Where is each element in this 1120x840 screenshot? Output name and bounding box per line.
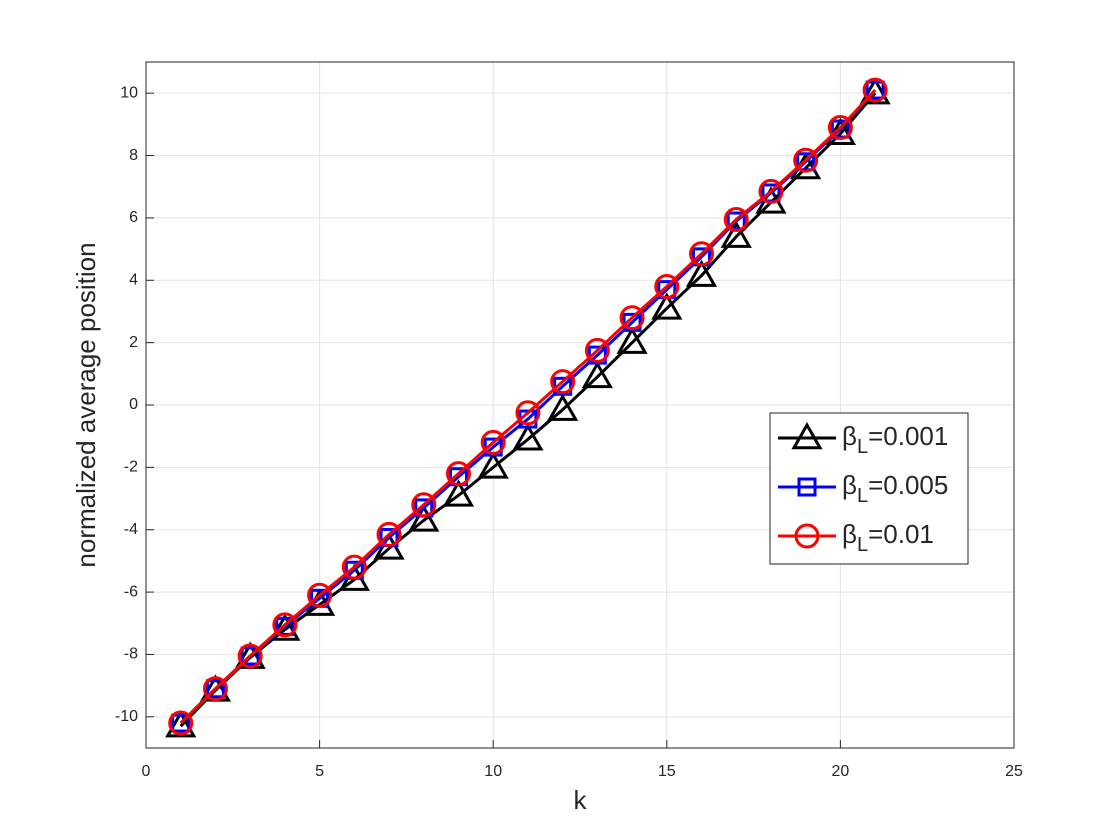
marker — [512, 423, 544, 451]
marker — [723, 206, 749, 232]
marker — [550, 369, 576, 395]
legend-label: βL=0.001 — [842, 421, 948, 458]
y-tick-label: 10 — [120, 84, 138, 101]
marker — [794, 523, 820, 549]
marker — [616, 326, 648, 354]
marker — [689, 241, 715, 267]
marker — [720, 220, 752, 248]
y-tick-label: -2 — [124, 459, 138, 476]
marker — [865, 80, 885, 100]
marker — [480, 429, 506, 455]
y-tick-label: -8 — [124, 646, 138, 663]
marker — [445, 461, 471, 487]
marker — [622, 312, 642, 332]
y-tick-label: 2 — [129, 334, 138, 351]
marker — [584, 337, 610, 363]
marker — [307, 582, 333, 608]
plot-frame — [145, 61, 1015, 749]
y-tick-label: -6 — [124, 583, 138, 600]
marker — [240, 646, 260, 666]
x-tick-label: 15 — [658, 763, 676, 780]
marker — [587, 345, 607, 365]
marker — [619, 305, 645, 331]
marker — [411, 492, 437, 518]
marker — [408, 504, 440, 532]
series-line — [179, 89, 877, 725]
marker — [442, 479, 475, 507]
x-tick-label: 5 — [315, 763, 324, 780]
x-axis-label: k — [574, 785, 588, 815]
marker — [758, 178, 784, 204]
x-tick-label: 10 — [484, 763, 502, 780]
marker — [515, 400, 541, 426]
marker — [272, 612, 298, 638]
marker — [483, 437, 503, 457]
marker — [477, 451, 509, 479]
marker — [651, 292, 683, 320]
marker — [341, 554, 367, 580]
marker — [827, 114, 853, 140]
x-tick-label: 25 — [1005, 763, 1023, 780]
marker — [793, 147, 819, 173]
x-tick-label: 0 — [142, 763, 151, 780]
marker — [797, 477, 817, 497]
y-tick-label: 8 — [129, 147, 138, 164]
y-axis-label: normalized average position — [71, 242, 101, 567]
marker — [581, 360, 613, 389]
marker — [553, 376, 573, 396]
y-tick-label: 4 — [129, 271, 138, 288]
marker — [862, 77, 888, 103]
y-tick-label: 0 — [129, 396, 138, 413]
y-tick-label: 6 — [129, 209, 138, 226]
legend-label: βL=0.01 — [842, 519, 934, 556]
y-tick-label: -4 — [124, 521, 138, 538]
marker — [205, 679, 225, 699]
legend: βL=0.001 βL=0.005 βL=0.01 — [769, 412, 969, 565]
y-tick-label: -10 — [115, 708, 138, 725]
marker — [171, 713, 191, 733]
legend-label: βL=0.005 — [842, 470, 948, 507]
marker — [237, 643, 263, 669]
marker — [791, 421, 823, 450]
marker — [168, 710, 194, 736]
x-tick-label: 20 — [832, 763, 850, 780]
marker — [376, 521, 402, 547]
marker — [202, 676, 228, 702]
marker — [547, 393, 579, 421]
marker — [654, 274, 680, 300]
marker — [685, 259, 718, 287]
